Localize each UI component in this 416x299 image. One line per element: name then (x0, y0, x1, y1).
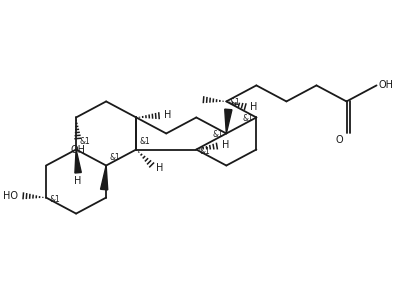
Text: &1: &1 (109, 153, 120, 162)
Text: H: H (250, 103, 258, 112)
Text: H: H (156, 163, 163, 173)
Text: &1: &1 (79, 137, 90, 146)
Text: &1: &1 (200, 147, 210, 155)
Text: H: H (74, 176, 82, 186)
Text: H: H (164, 110, 172, 120)
Text: OH: OH (71, 145, 86, 155)
Polygon shape (75, 150, 81, 173)
Text: OH: OH (379, 80, 394, 90)
Text: &1: &1 (139, 137, 150, 146)
Polygon shape (101, 166, 108, 190)
Polygon shape (225, 109, 232, 133)
Text: O: O (336, 135, 343, 146)
Text: &1: &1 (49, 195, 60, 204)
Text: &1: &1 (243, 115, 253, 123)
Text: H: H (222, 141, 230, 150)
Text: &1: &1 (230, 98, 240, 107)
Text: HO: HO (3, 190, 18, 201)
Text: &1: &1 (212, 130, 223, 140)
